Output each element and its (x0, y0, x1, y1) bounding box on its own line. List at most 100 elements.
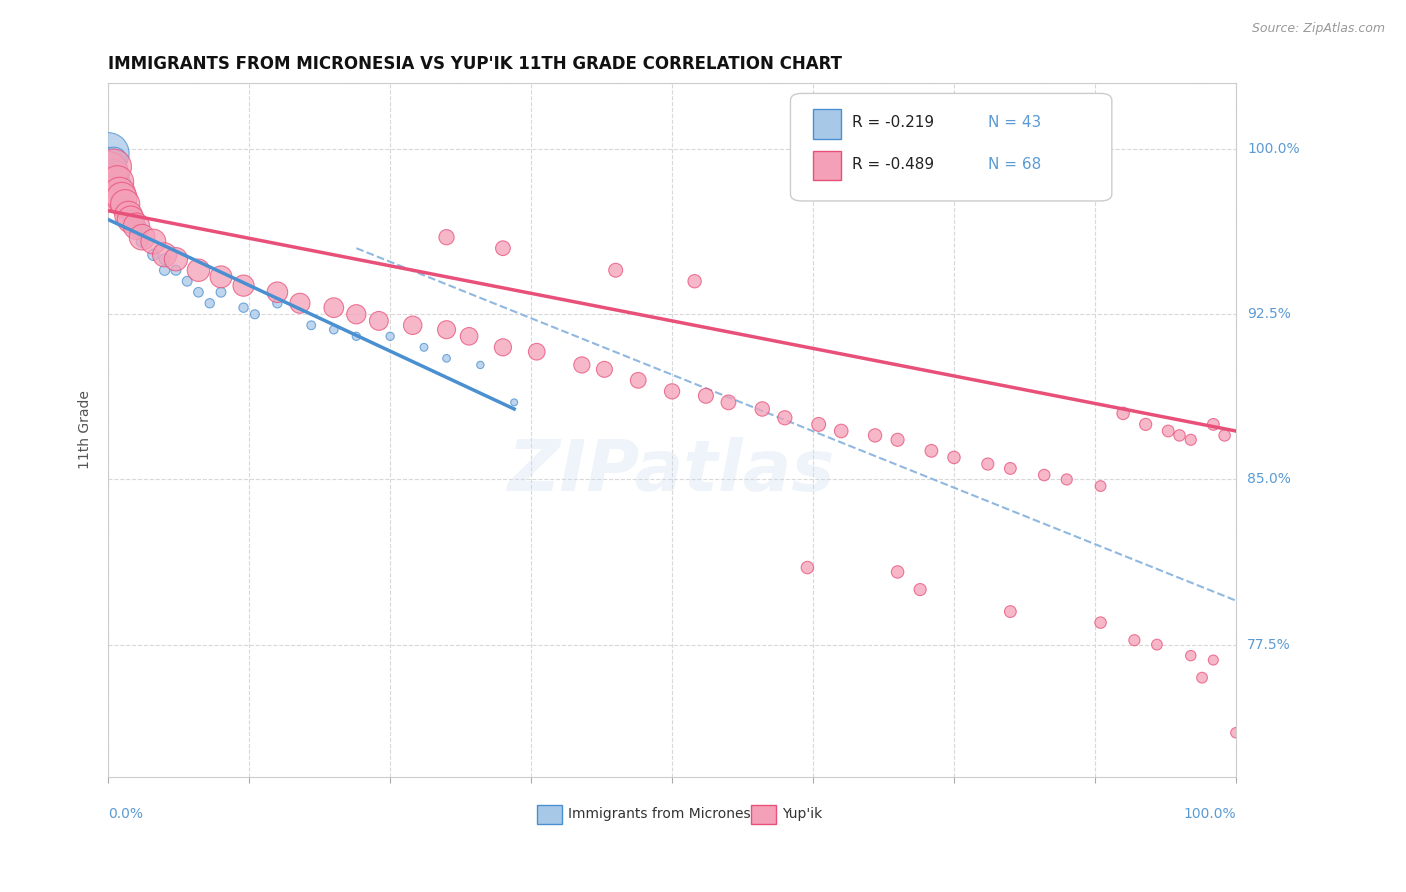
Point (111, 186, 134, 201)
Point (266, 296, 288, 310)
Point (413, 340, 436, 354)
Point (1090, 479, 1112, 493)
Point (97, 146, 120, 161)
Point (105, 175, 128, 189)
Point (122, 208, 145, 222)
Point (131, 224, 153, 238)
Point (1112, 406, 1135, 420)
Point (807, 417, 830, 432)
Text: N = 43: N = 43 (988, 115, 1040, 130)
Point (165, 263, 187, 277)
Point (605, 263, 627, 277)
Point (243, 307, 266, 321)
Point (105, 164, 128, 178)
Point (97, 157, 120, 171)
Point (187, 263, 209, 277)
Text: R = -0.219: R = -0.219 (852, 115, 935, 130)
Point (117, 208, 139, 222)
Point (717, 395, 740, 409)
Point (402, 318, 425, 333)
Point (1090, 615, 1112, 630)
Text: Source: ZipAtlas.com: Source: ZipAtlas.com (1251, 22, 1385, 36)
Bar (751, 805, 776, 824)
Text: R = -0.489: R = -0.489 (852, 157, 935, 171)
Point (97, 186, 120, 201)
Point (232, 301, 254, 315)
Point (344, 307, 367, 321)
Text: Immigrants from Micronesia: Immigrants from Micronesia (568, 807, 763, 822)
Point (125, 224, 148, 238)
Point (97, 164, 120, 178)
Point (232, 278, 254, 293)
Point (1056, 473, 1078, 487)
Point (131, 235, 153, 249)
Point (1000, 461, 1022, 475)
Point (908, 582, 931, 597)
Point (142, 235, 165, 249)
Point (108, 169, 131, 183)
Text: 100.0%: 100.0% (1184, 807, 1236, 822)
Point (112, 190, 135, 204)
Point (117, 208, 139, 222)
Point (1202, 417, 1225, 432)
Y-axis label: 11th Grade: 11th Grade (79, 391, 93, 469)
Point (142, 248, 165, 262)
Point (1146, 638, 1168, 652)
Point (1033, 468, 1056, 483)
Bar (537, 805, 561, 824)
Point (120, 212, 142, 227)
Point (114, 197, 136, 211)
Point (209, 285, 232, 300)
Point (942, 450, 965, 465)
Point (458, 329, 481, 343)
Point (886, 565, 908, 579)
Bar (813, 151, 841, 180)
Point (128, 219, 150, 234)
Point (367, 314, 389, 328)
Point (176, 274, 198, 288)
Point (436, 230, 458, 244)
Point (796, 560, 818, 574)
Point (125, 212, 148, 227)
Point (131, 230, 153, 244)
Point (111, 190, 134, 204)
Point (1191, 671, 1213, 685)
Point (436, 351, 458, 366)
Text: 85.0%: 85.0% (1247, 473, 1291, 486)
Point (108, 186, 131, 201)
Point (209, 269, 232, 284)
Point (492, 241, 515, 255)
Point (920, 443, 942, 458)
Point (97, 169, 120, 183)
Point (288, 296, 311, 310)
FancyBboxPatch shape (790, 94, 1112, 201)
Text: 100.0%: 100.0% (1247, 142, 1299, 156)
Point (115, 203, 138, 218)
Point (378, 329, 401, 343)
Point (503, 395, 526, 409)
Point (977, 457, 1000, 471)
Point (103, 175, 125, 189)
Point (436, 323, 458, 337)
Text: 77.5%: 77.5% (1247, 638, 1291, 652)
Point (526, 344, 548, 359)
Point (1202, 653, 1225, 667)
Point (299, 318, 322, 333)
Point (470, 358, 492, 372)
Point (1180, 433, 1202, 447)
Point (108, 190, 131, 204)
Point (153, 248, 176, 262)
Point (153, 263, 176, 277)
Point (120, 203, 142, 218)
Point (683, 274, 706, 288)
Text: Yup'ik: Yup'ik (783, 807, 823, 822)
Point (1168, 428, 1191, 442)
Point (1123, 633, 1146, 648)
Point (125, 219, 148, 234)
Bar (813, 110, 841, 138)
Point (103, 164, 125, 178)
Point (863, 428, 886, 442)
Point (492, 340, 515, 354)
Point (266, 285, 288, 300)
Point (1213, 428, 1236, 442)
